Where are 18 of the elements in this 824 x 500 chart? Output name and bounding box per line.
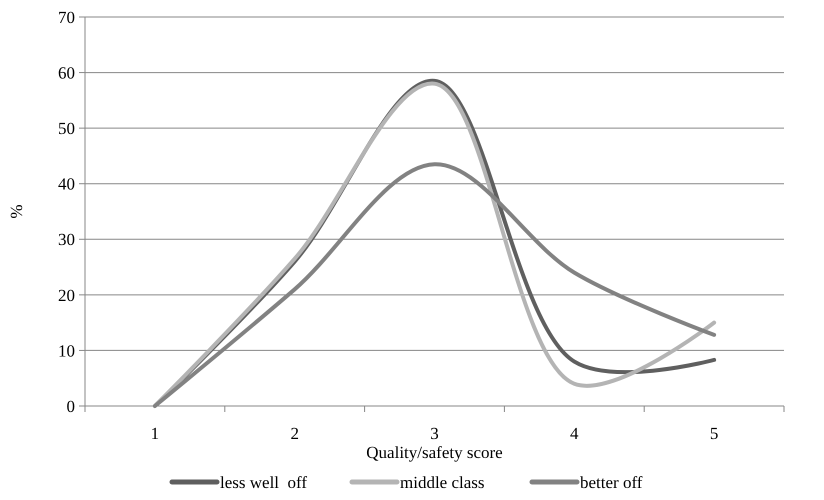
legend-label: middle class <box>400 472 485 492</box>
legend-label: less well off <box>220 472 308 492</box>
y-axis-title: % <box>7 204 26 219</box>
y-tick-label: 40 <box>58 174 75 194</box>
y-tick-label: 10 <box>58 341 75 360</box>
y-tick-label: 30 <box>58 230 75 250</box>
x-tick-label: 4 <box>570 424 580 443</box>
y-tick-label: 20 <box>58 286 75 305</box>
y-tick-label: 50 <box>58 119 75 138</box>
legend-label: better off <box>580 472 643 492</box>
x-tick-label: 1 <box>150 424 160 443</box>
x-tick-label: 3 <box>430 424 439 443</box>
y-tick-label: 70 <box>58 8 75 27</box>
x-tick-label: 2 <box>290 424 299 443</box>
x-axis-title: Quality/safety score <box>366 443 503 462</box>
y-tick-label: 60 <box>58 64 75 83</box>
y-tick-label: 0 <box>66 396 75 416</box>
x-tick-label: 5 <box>710 424 718 443</box>
